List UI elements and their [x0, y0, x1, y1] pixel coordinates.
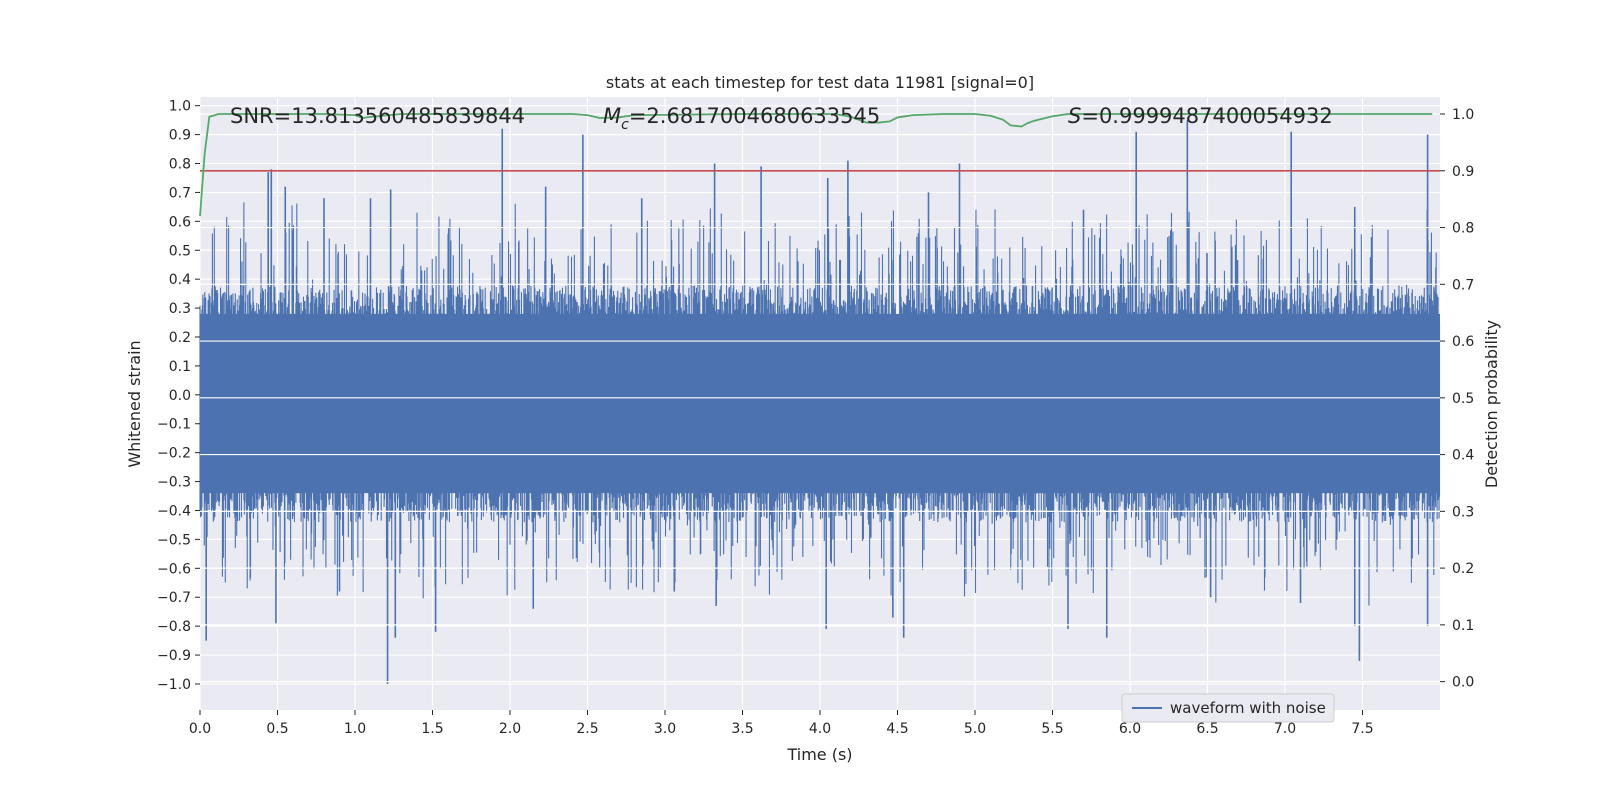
x-tick-label: 6.5	[1196, 721, 1218, 737]
y-tick-label: −0.7	[157, 590, 191, 606]
legend-label: waveform with noise	[1170, 699, 1326, 717]
x-tick-label: 2.0	[499, 721, 521, 737]
y2-tick-label: 0.0	[1452, 675, 1474, 691]
y-tick-label: −0.8	[157, 619, 191, 635]
mc-subscript: c	[621, 117, 629, 133]
x-tick-label: 1.5	[421, 721, 443, 737]
y-tick-label: −0.4	[157, 503, 191, 519]
y-tick-label: 0.0	[169, 388, 191, 404]
mc-symbol: M	[603, 104, 621, 128]
s-symbol: S	[1068, 104, 1081, 128]
y2-tick-label: 1.0	[1452, 107, 1474, 123]
y-tick-label: −1.0	[157, 677, 191, 693]
y-tick-label: 0.9	[169, 128, 191, 144]
x-axis-label: Time (s)	[786, 745, 852, 764]
y2-tick-label: 0.2	[1452, 561, 1474, 577]
y-tick-label: 0.4	[169, 272, 191, 288]
y-tick-label: −0.3	[157, 475, 191, 491]
legend-box	[1121, 693, 1335, 723]
x-tick-label: 4.5	[886, 721, 908, 737]
y-tick-label: 0.5	[169, 243, 191, 259]
x-tick-label: 0.0	[189, 721, 211, 737]
y2-tick-label: 0.1	[1452, 618, 1474, 634]
y2-tick-label: 0.7	[1452, 277, 1474, 293]
y-tick-label: −0.5	[157, 532, 191, 548]
x-tick-label: 1.0	[344, 721, 366, 737]
x-tick-label: 4.0	[809, 721, 831, 737]
y-tick-label: 0.7	[169, 185, 191, 201]
y2-tick-label: 0.3	[1452, 504, 1474, 520]
y2-tick-label: 0.8	[1452, 221, 1474, 237]
x-tick-label: 7.5	[1351, 721, 1373, 737]
y2-tick-label: 0.9	[1452, 164, 1474, 180]
y-tick-label: 1.0	[169, 99, 191, 115]
y-axis-label: Whitened strain	[125, 340, 144, 467]
chart-title: stats at each timestep for test data 119…	[606, 73, 1034, 92]
x-tick-label: 5.0	[964, 721, 986, 737]
x-tick-label: 6.0	[1119, 721, 1141, 737]
probability-line	[199, 113, 1433, 217]
y-tick-label: 0.2	[169, 330, 191, 346]
x-tick-label: 0.5	[266, 721, 288, 737]
s-value: =0.9999487400054932	[1081, 104, 1332, 128]
y-tick-label: −0.9	[157, 648, 191, 664]
y-tick-label: −0.2	[157, 446, 191, 462]
y2-tick-label: 0.5	[1452, 391, 1474, 407]
y-tick-label: −0.6	[157, 561, 191, 577]
y-tick-label: 0.6	[169, 214, 191, 230]
legend: waveform with noise	[1121, 693, 1335, 723]
waveform-series	[199, 120, 1441, 684]
probability-layer	[199, 113, 1440, 683]
snr-annotation: SNR=13.813560485839844	[230, 104, 525, 128]
y-tick-label: 0.3	[169, 301, 191, 317]
y-tick-label: 0.8	[169, 157, 191, 173]
y-tick-label: 0.1	[169, 359, 191, 375]
x-tick-label: 2.5	[576, 721, 598, 737]
s-annotation: S=0.9999487400054932	[1068, 104, 1333, 128]
x-tick-label: 3.0	[654, 721, 676, 737]
y-tick-label: −0.1	[157, 417, 191, 433]
waveform-core	[200, 313, 1440, 494]
x-tick-label: 7.0	[1274, 721, 1296, 737]
x-tick-label: 3.5	[731, 721, 753, 737]
mc-value: =2.6817004680633545	[629, 104, 880, 128]
y2-tick-label: 0.4	[1452, 448, 1474, 464]
y2-axis-label: Detection probability	[1482, 320, 1501, 488]
y2-tick-label: 0.6	[1452, 334, 1474, 350]
x-tick-label: 5.5	[1041, 721, 1063, 737]
mc-annotation: Mc=2.6817004680633545	[603, 104, 880, 133]
